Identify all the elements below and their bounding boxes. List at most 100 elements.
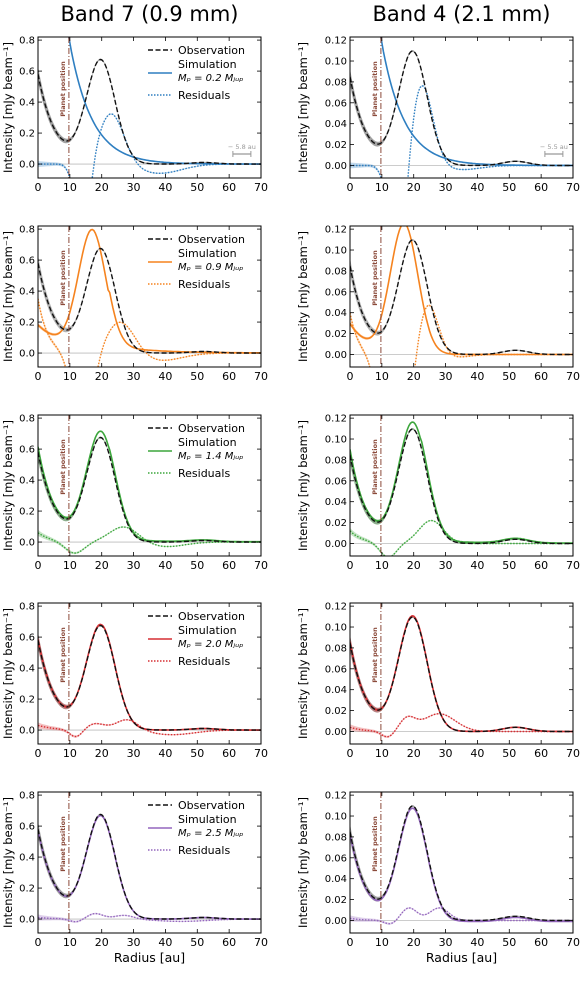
panel-2-1: Planet position 0 10 20 30 40 50 60 70 0.00 0.02 0.…	[296, 414, 580, 572]
y-tick-label: 0.04	[325, 685, 347, 696]
y-tick-label: 0.00	[325, 161, 347, 172]
scalebar-label: − 5.8 au	[228, 143, 256, 151]
y-tick-label: 0.04	[325, 497, 347, 508]
x-tick-label: 50	[190, 747, 204, 760]
x-tick-label: 70	[254, 936, 268, 949]
axes-frame	[37, 36, 262, 179]
planet-position-label: Planet position	[371, 816, 379, 872]
x-tick-label: 10	[375, 370, 389, 383]
residuals-band	[350, 304, 573, 367]
x-axis-label: Radius [au]	[114, 950, 185, 965]
residuals-line	[38, 912, 261, 923]
legend-mass-label: Mₚ = 0.2 Mⱼᵤₚ	[178, 73, 243, 84]
column-title: Band 7 (0.9 mm)	[61, 2, 239, 26]
x-tick-label: 10	[63, 936, 77, 949]
y-tick-label: 0.12	[325, 414, 347, 425]
x-tick-label: 40	[470, 936, 484, 949]
y-tick-label: 0.00	[325, 916, 347, 927]
plot-area	[38, 415, 261, 556]
simulation-band	[350, 807, 573, 922]
y-tick-label: 0.10	[325, 435, 347, 446]
y-axis-label: Intensity [mJy beam⁻¹]	[296, 420, 310, 551]
x-tick-label: 20	[95, 747, 109, 760]
x-tick-label: 70	[566, 936, 580, 949]
x-tick-label: 70	[566, 747, 580, 760]
panel-1-1: Planet position 0 10 20 30 40 50 60 70 0.00 0.02 0.…	[296, 225, 580, 383]
y-tick-label: 0.0	[19, 915, 35, 926]
simulation-line	[380, 37, 573, 167]
y-tick-label: 0.8	[19, 36, 35, 47]
axes-frame	[349, 791, 574, 934]
axes-frame	[349, 602, 574, 745]
y-tick-label: 0.04	[325, 308, 347, 319]
plot-area	[38, 37, 261, 178]
y-tick-label: 0.4	[19, 287, 35, 298]
x-tick-label: 40	[470, 559, 484, 572]
x-tick-label: 10	[63, 559, 77, 572]
panel-0-0: Planet position 0 10 20 30 40 50 60 70 0.0 0.2 0.4 0…	[1, 36, 268, 194]
x-tick-label: 70	[254, 747, 268, 760]
planet-position-label: Planet position	[59, 439, 67, 495]
planet-position-label: Planet position	[371, 627, 379, 683]
y-tick-label: 0.0	[19, 538, 35, 549]
legend-observation-label: Observation	[178, 233, 245, 246]
column-title: Band 4 (2.1 mm)	[373, 2, 551, 26]
legend-simulation-label: Simulation	[178, 58, 237, 71]
x-tick-label: 30	[439, 747, 453, 760]
x-tick-label: 10	[375, 559, 389, 572]
y-tick-label: 0.0	[19, 726, 35, 737]
y-tick-label: 0.0	[19, 160, 35, 171]
observation-line	[38, 624, 261, 731]
x-tick-label: 50	[190, 370, 204, 383]
simulation-line	[350, 807, 573, 923]
y-tick-label: 0.12	[325, 225, 347, 236]
x-tick-label: 40	[470, 181, 484, 194]
y-tick-label: 0.6	[19, 822, 35, 833]
x-tick-label: 40	[158, 936, 172, 949]
x-tick-label: 0	[35, 936, 42, 949]
x-tick-label: 50	[502, 181, 516, 194]
x-tick-label: 60	[534, 747, 548, 760]
x-tick-label: 30	[127, 559, 141, 572]
x-tick-label: 10	[375, 747, 389, 760]
x-tick-label: 60	[222, 181, 236, 194]
y-tick-label: 0.08	[325, 77, 347, 88]
y-axis-label: Intensity [mJy beam⁻¹]	[296, 231, 310, 362]
observation-band	[350, 805, 573, 922]
y-axis-label: Intensity [mJy beam⁻¹]	[1, 797, 15, 928]
x-tick-label: 50	[502, 936, 516, 949]
y-axis-label: Intensity [mJy beam⁻¹]	[1, 231, 15, 362]
x-tick-label: 10	[63, 747, 77, 760]
panel-3-0: Planet position 0 10 20 30 40 50 60 70 0.0 0.2 0.4 0…	[1, 602, 268, 760]
observation-band	[38, 58, 261, 165]
x-tick-label: 20	[407, 181, 421, 194]
y-tick-label: 0.6	[19, 633, 35, 644]
observation-line	[350, 805, 573, 922]
y-axis-label: Intensity [mJy beam⁻¹]	[1, 608, 15, 739]
x-tick-label: 60	[222, 747, 236, 760]
planet-position-label: Planet position	[59, 250, 67, 306]
panel-4-1: Planet position 0 10 20 30 40 50 60 70 0.00 0.02 0.…	[296, 791, 580, 965]
x-tick-label: 50	[502, 747, 516, 760]
x-tick-label: 20	[95, 936, 109, 949]
observation-band	[38, 247, 261, 354]
x-tick-label: 70	[566, 370, 580, 383]
y-tick-label: 0.02	[325, 329, 347, 340]
y-axis-label: Intensity [mJy beam⁻¹]	[296, 608, 310, 739]
plot-area	[38, 226, 261, 367]
residuals-band	[38, 113, 261, 178]
observation-line	[350, 239, 573, 356]
simulation-line	[350, 614, 573, 733]
y-tick-label: 0.10	[325, 812, 347, 823]
y-tick-label: 0.02	[325, 706, 347, 717]
observation-line	[38, 436, 261, 543]
y-tick-label: 0.2	[19, 884, 35, 895]
y-axis-label: Intensity [mJy beam⁻¹]	[1, 420, 15, 551]
panel-1-0: Planet position 0 10 20 30 40 50 60 70 0.0 0.2 0.4 0…	[1, 225, 268, 383]
y-tick-label: 0.4	[19, 98, 35, 109]
scalebar-label: − 5.5 au	[540, 143, 568, 151]
